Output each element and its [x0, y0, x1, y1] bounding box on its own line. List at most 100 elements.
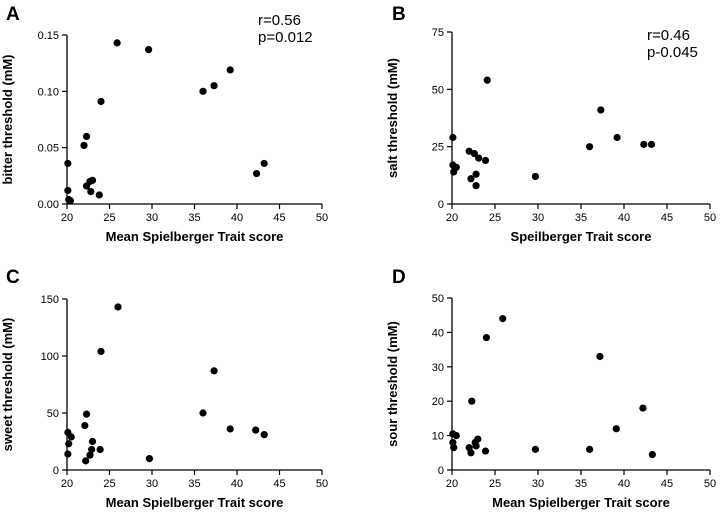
x-tick-label: 50 [316, 478, 328, 490]
data-point [88, 176, 97, 184]
data-point [199, 409, 207, 417]
stat-annotation: r=0.56 [258, 12, 301, 29]
data-point [531, 172, 540, 181]
stat-annotation: p=0.012 [258, 29, 313, 46]
x-tick-label: 45 [273, 212, 285, 224]
x-tick-label: 25 [489, 478, 501, 490]
x-tick-label: 20 [446, 212, 458, 224]
data-point [586, 143, 594, 151]
data-point [472, 170, 480, 178]
panel-b: B 0 25 50 75 20 25 30 35 40 45 50 Speilberger Trait … [385, 4, 716, 244]
data-point [470, 149, 478, 158]
x-tick-label: 50 [704, 478, 716, 490]
y-tick-label: 150 [41, 294, 59, 306]
panel-a: A 0.00 0.05 0.10 0.15 20 25 30 35 40 45 50 Mean Spie… [0, 4, 328, 244]
data-point [80, 141, 88, 150]
stat-annotation: p-0.045 [647, 44, 698, 61]
data-point [640, 140, 648, 148]
panel-letter-d: D [392, 267, 406, 288]
x-tick-label: 50 [316, 212, 328, 224]
data-point [468, 397, 476, 405]
x-tick-label: 20 [61, 212, 73, 224]
y-tick-label: 0.10 [38, 86, 59, 98]
y-tick-label: 20 [432, 396, 444, 408]
data-point [252, 426, 260, 434]
panel-letter-a: A [6, 4, 20, 25]
data-point [472, 182, 480, 190]
data-point [81, 421, 89, 430]
data-point [481, 156, 490, 165]
y-tick-label: 50 [432, 293, 444, 305]
data-point [82, 410, 91, 418]
x-tick-label: 40 [231, 478, 243, 490]
y-tick-label: 0 [438, 465, 444, 477]
data-point [474, 435, 482, 443]
data-point [64, 450, 72, 458]
data-point [449, 133, 457, 142]
data-point [252, 169, 261, 178]
x-tick-label: 45 [661, 212, 673, 224]
data-point [499, 315, 507, 323]
data-point [586, 445, 594, 453]
data-point [612, 425, 620, 433]
y-tick-label: 0 [53, 465, 59, 477]
y-tick-label: 0.00 [38, 199, 59, 211]
y-tick-label: 0.05 [38, 143, 59, 155]
y-tick-label: 40 [432, 327, 444, 339]
y-tick-label: 30 [432, 362, 444, 374]
y-tick-label: 0.15 [38, 30, 59, 42]
x-tick-label: 45 [273, 478, 285, 490]
data-point [483, 76, 491, 84]
data-point [97, 97, 105, 106]
x-tick-label: 25 [103, 212, 115, 224]
x-tick-label: 40 [231, 212, 243, 224]
data-point [88, 445, 96, 454]
data-point [87, 188, 95, 196]
data-point [482, 333, 490, 342]
x-tick-label: 40 [618, 212, 630, 224]
x-tick-label: 30 [532, 212, 544, 224]
data-point [648, 450, 656, 459]
data-point [64, 159, 72, 168]
data-point [66, 197, 74, 205]
panel-letter-c: C [6, 267, 20, 288]
panel-c: C 0 50 100 150 20 25 30 35 40 45 50 Mean Spielberger… [0, 267, 328, 510]
data-point [597, 106, 605, 114]
data-point [472, 442, 480, 450]
data-point [82, 132, 91, 140]
x-tick-label: 20 [446, 478, 458, 490]
y-tick-label: 0 [438, 199, 444, 211]
x-tick-label: 30 [146, 478, 158, 490]
x-axis-title: Mean Spielberger Trait score [106, 495, 284, 510]
data-point [450, 444, 458, 452]
x-tick-label: 45 [661, 478, 673, 490]
data-point [260, 431, 268, 439]
data-point [481, 447, 490, 455]
data-point [260, 159, 268, 168]
data-point [226, 66, 234, 74]
x-tick-label: 25 [103, 478, 115, 490]
data-point [210, 82, 218, 90]
y-tick-label: 75 [432, 27, 444, 39]
x-axis-title: Mean Spielberger Trait score [106, 229, 284, 244]
data-point [86, 451, 94, 459]
data-point [226, 425, 234, 433]
data-point [114, 303, 122, 311]
x-tick-label: 35 [575, 478, 587, 490]
data-point [452, 163, 460, 171]
data-point [199, 87, 207, 95]
y-axis-title: salt threshold (mM) [385, 58, 400, 178]
x-tick-label: 25 [489, 212, 501, 224]
data-point [467, 449, 475, 457]
x-tick-label: 40 [618, 478, 630, 490]
data-point [452, 432, 460, 440]
data-point [531, 445, 540, 453]
data-point [65, 440, 73, 448]
y-tick-label: 50 [432, 84, 444, 96]
data-point [613, 133, 621, 142]
data-point [639, 404, 647, 412]
data-point [647, 140, 656, 148]
x-tick-label: 35 [188, 212, 200, 224]
y-tick-label: 100 [41, 351, 59, 363]
